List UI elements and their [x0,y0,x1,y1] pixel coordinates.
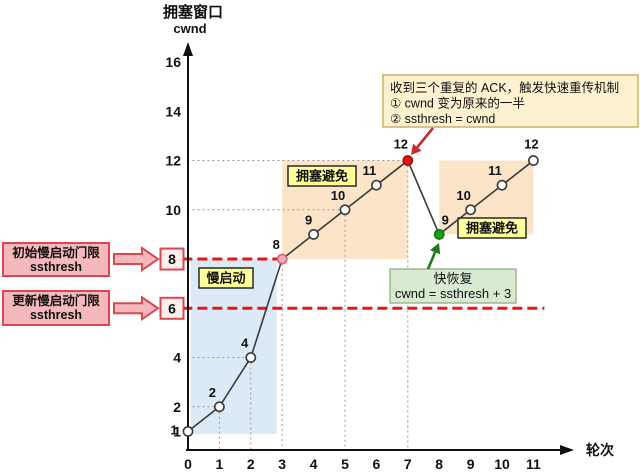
y-tick-label: 1 [173,423,181,439]
callout-text-line: ① cwnd 变为原来的一半 [390,96,525,111]
y-tick-label: 10 [165,202,181,218]
fast-recovery-box [389,268,517,304]
red-annotation-arrow [416,127,435,149]
data-point-label: 9 [442,212,449,227]
phase-label-box [198,267,254,289]
threshold-label-box [2,290,110,326]
y-axis-subtitle: cwnd [173,21,206,36]
x-axis-arrowhead-icon [560,445,574,455]
data-point-x9 [465,204,476,216]
threshold-value: 8 [168,251,176,267]
data-point-x1 [213,401,225,413]
x-axis-title: 轮次 [586,442,614,458]
cwnd-curve [187,159,534,433]
data-point-label: 10 [331,188,345,203]
data-point-label: 12 [394,137,408,152]
callout-text-line: 收到三个重复的 ACK，触发快速重传机制 [390,80,619,95]
data-point-label: 9 [305,212,312,227]
threshold-value: 6 [168,300,176,316]
x-tick-label: 1 [216,456,224,472]
threshold-label-line: 初始慢启动门限 [12,245,100,260]
threshold-label-line: ssthresh [30,260,82,274]
x-tick-label: 8 [435,456,443,472]
green-annotation-arrow [426,251,437,270]
data-point-label: 1 [170,422,177,437]
phase-label: 拥塞避免 [466,221,518,236]
data-point-label: 2 [209,385,216,400]
threshold-label-line: 更新慢启动门限 [12,293,100,308]
threshold-value-box [159,296,185,320]
x-tick-label: 10 [494,456,510,472]
y-tick-label: 16 [165,54,181,70]
data-point-x4 [308,229,319,240]
threshold-label-line: ssthresh [30,308,82,322]
data-point-x2 [245,352,257,363]
x-tick-label: 11 [526,456,541,472]
phase-label-box [287,165,357,187]
x-tick-label: 2 [247,456,255,472]
x-tick-label: 9 [467,456,475,472]
fast-recovery-text-line: cwnd = ssthresh + 3 [395,286,511,301]
y-tick-label: 14 [165,103,181,119]
data-point-label: 11 [488,163,502,178]
data-point-label: 8 [273,237,280,252]
phase-label: 慢启动 [206,271,245,286]
y-tick-label: 2 [173,399,181,415]
data-point-label: 12 [524,137,538,152]
data-point-label: 10 [456,188,470,203]
data-point-x10 [496,179,508,191]
data-point-x11 [528,155,539,166]
data-point-label: 4 [241,336,249,351]
threshold-value-box [159,247,185,271]
fast-recovery-text-line: 快恢复 [433,271,472,286]
callout-text-line: ② ssthresh = cwnd [390,112,495,126]
y-axis-arrowhead-icon [183,42,193,56]
x-tick-label: 0 [184,456,192,472]
x-tick-label: 7 [404,456,412,472]
red-annotation-arrow-head-icon [411,143,422,155]
fast-retransmit-callout-box [382,74,639,128]
data-point-label: 11 [363,163,377,178]
x-tick-label: 4 [310,456,318,472]
data-point-x3 [276,253,288,265]
data-point-x0 [182,425,194,437]
data-point-x7 [402,155,414,166]
y-tick-label: 4 [173,350,181,366]
y-axis-title: 拥塞窗口 [163,3,223,21]
phase-label: 拥塞避免 [296,169,348,184]
block-arrow-icon [113,295,160,322]
green-annotation-arrow-head-icon [430,243,441,255]
threshold-label-box [2,242,110,277]
x-tick-label: 3 [278,456,286,472]
data-point-x6 [370,179,382,191]
block-arrow-icon [113,246,160,272]
phase-label-box [457,217,527,239]
data-point-x5 [339,204,351,216]
x-tick-label: 6 [373,456,381,472]
data-point-x8 [433,229,445,240]
x-tick-label: 5 [341,456,349,472]
y-tick-label: 12 [165,153,181,169]
